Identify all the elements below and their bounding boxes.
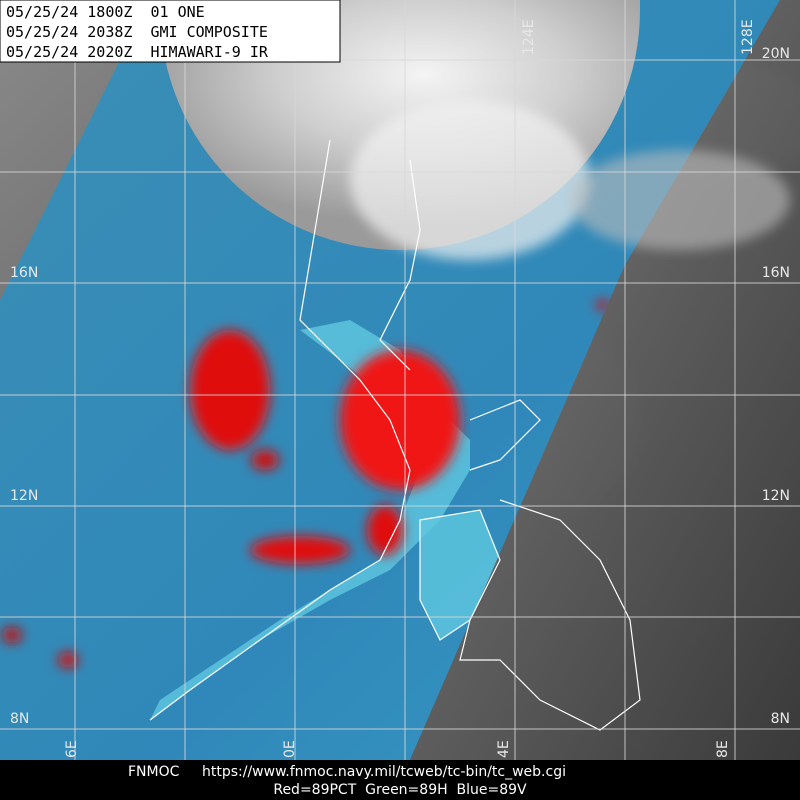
footer-source: FNMOC bbox=[128, 764, 180, 780]
cloud bbox=[350, 100, 590, 260]
land bbox=[150, 320, 470, 720]
cloud bbox=[570, 150, 790, 250]
lon-label: 8E bbox=[715, 740, 731, 758]
lat-label: 20N bbox=[762, 46, 790, 62]
coastline bbox=[149, 139, 641, 731]
lat-label: 16N bbox=[10, 265, 38, 281]
lon-label: 128E bbox=[740, 19, 756, 55]
lat-label: 8N bbox=[771, 711, 790, 727]
footer-url: https://www.fnmoc.navy.mil/tcweb/tc-bin/… bbox=[202, 764, 566, 780]
header-line: 05/25/24 2038Z GMI COMPOSITE bbox=[6, 23, 268, 41]
header-line: 05/25/24 2020Z HIMAWARI-9 IR bbox=[6, 43, 269, 61]
land bbox=[420, 510, 500, 640]
header-box bbox=[0, 0, 341, 63]
footer-channels: Red=89PCT Green=89H Blue=89V bbox=[273, 782, 527, 798]
lat-label: 8N bbox=[10, 711, 29, 727]
footer-bar bbox=[0, 760, 800, 800]
convection bbox=[2, 300, 610, 668]
header-line: 05/25/24 1800Z 01 ONE bbox=[6, 3, 205, 21]
lat-label: 12N bbox=[762, 488, 790, 504]
lon-label: 4E bbox=[496, 740, 512, 758]
lat-label: 12N bbox=[10, 488, 38, 504]
lon-label: 6E bbox=[64, 740, 80, 758]
lon-label: 0E bbox=[282, 740, 298, 758]
lat-label: 16N bbox=[762, 265, 790, 281]
lat-lon-grid bbox=[0, 0, 800, 760]
lon-label: 124E bbox=[521, 19, 537, 55]
